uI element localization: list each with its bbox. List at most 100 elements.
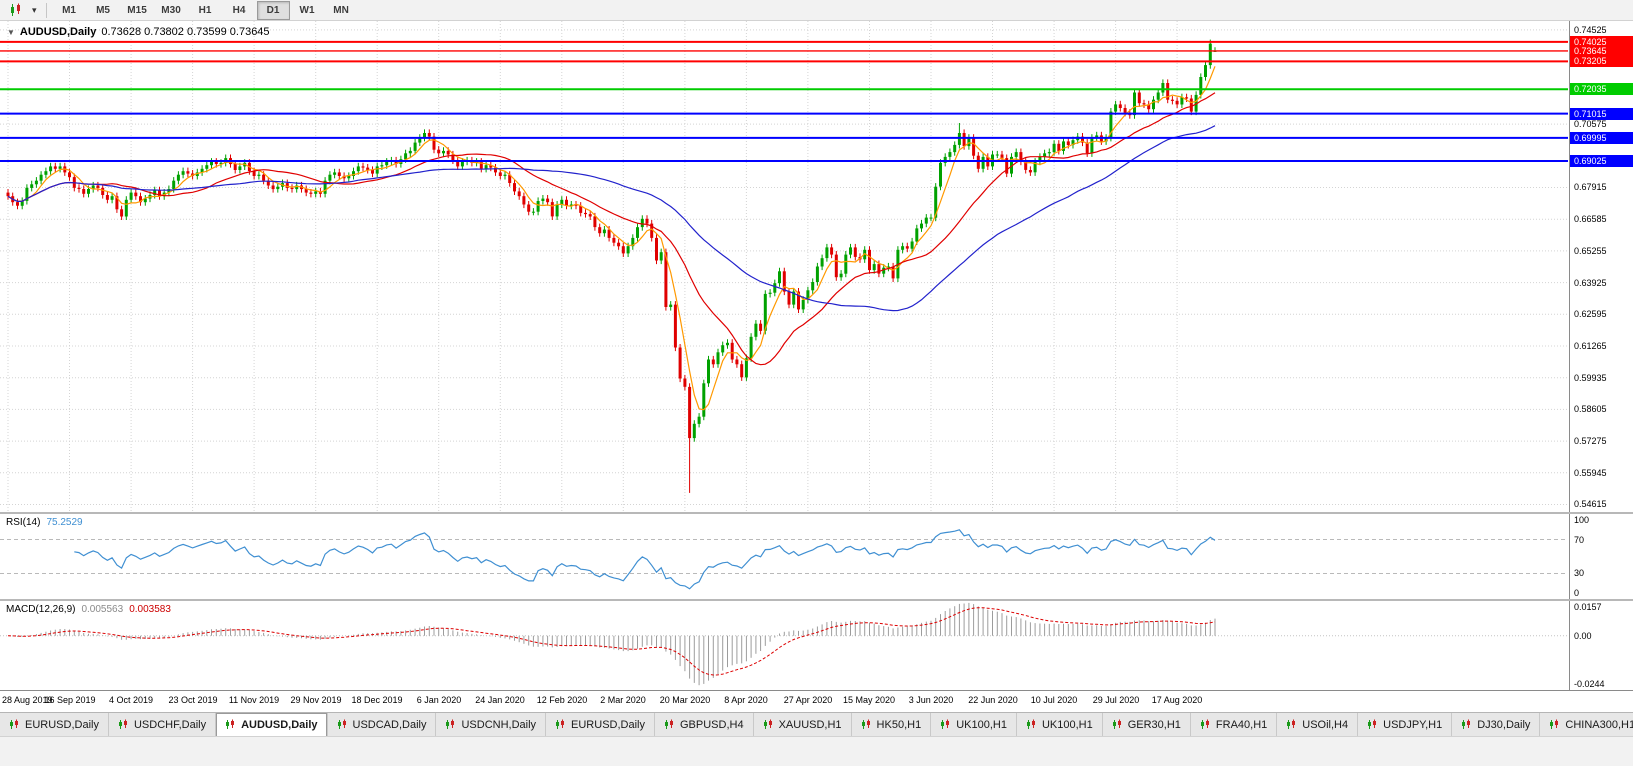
- candle: [413, 139, 417, 155]
- candle: [110, 192, 114, 204]
- macd-scale[interactable]: 0.0157 0.00 -0.0244: [1569, 601, 1633, 690]
- chart-tab-audusd-daily[interactable]: AUDUSD,Daily: [216, 713, 328, 736]
- macd-scale-label: 0.00: [1574, 631, 1592, 641]
- candle: [1170, 96, 1174, 105]
- candle: [541, 195, 545, 205]
- candle: [1095, 131, 1099, 142]
- candle: [726, 339, 729, 349]
- toolbar-separator: [45, 2, 47, 18]
- candle: [408, 147, 412, 157]
- rsi-scale-label: 0: [1574, 588, 1580, 598]
- tab-chart-icon: [446, 719, 455, 729]
- chart-tab-usdcnh-daily[interactable]: USDCNH,Daily: [436, 713, 547, 736]
- chart-tab-hk50-h1[interactable]: HK50,H1: [851, 713, 932, 736]
- candle: [560, 196, 564, 209]
- tab-chart-icon: [1550, 719, 1559, 729]
- chart-tab-usdjpy-h1[interactable]: USDJPY,H1: [1358, 713, 1453, 736]
- candle: [58, 162, 62, 173]
- timeframe-button-m5[interactable]: M5: [96, 4, 110, 16]
- candle: [210, 158, 213, 169]
- price-scale[interactable]: 0.74525 0.70575 0.67915 0.66585 0.65255 0.639…: [1569, 21, 1633, 512]
- candle: [655, 234, 658, 265]
- chart-tab-usdchf-daily[interactable]: USDCHF,Daily: [108, 713, 217, 736]
- candle: [1204, 61, 1207, 81]
- timeframe-button-m1[interactable]: M1: [62, 4, 76, 16]
- candle: [456, 156, 460, 170]
- candle: [574, 201, 578, 210]
- timeframe-button-d1[interactable]: D1: [256, 0, 290, 20]
- price-scale-label: 0.63925: [1574, 278, 1607, 288]
- timeframe-button-h4[interactable]: H4: [232, 4, 246, 16]
- candle: [782, 267, 786, 296]
- timeframe-button-w1[interactable]: W1: [299, 4, 315, 16]
- price-scale-label: 0.61265: [1574, 341, 1607, 351]
- candle: [1156, 88, 1160, 104]
- chart-tab-label: DJ30,Daily: [1477, 718, 1531, 731]
- chart-tab-dj30-daily[interactable]: DJ30,Daily: [1452, 713, 1541, 736]
- panel-divider-rsi[interactable]: [0, 512, 1633, 514]
- candle: [929, 214, 933, 222]
- candle: [290, 184, 294, 193]
- candle: [200, 165, 204, 176]
- candle: [460, 158, 464, 170]
- macd-signal-line: [7, 607, 1216, 676]
- timeframe-toolbar: ▾ M1 M5 M15 M30 H1 H4 D1 W1 MN: [0, 0, 1633, 21]
- macd-canvas[interactable]: [0, 601, 1568, 690]
- tab-chart-icon: [226, 719, 235, 729]
- panel-divider-macd[interactable]: [0, 599, 1633, 601]
- candle: [167, 185, 171, 197]
- chart-collapse-icon[interactable]: ▼: [7, 27, 15, 37]
- chart-tab-eurusd-daily[interactable]: EURUSD,Daily: [0, 713, 109, 736]
- candle: [115, 192, 119, 213]
- time-axis[interactable]: 28 Aug 2019 16 Sep 2019 4 Oct 2019 23 Oct 2…: [0, 690, 1633, 712]
- candle: [394, 156, 398, 168]
- candle: [304, 185, 308, 197]
- candle: [1199, 73, 1203, 99]
- rsi-canvas[interactable]: [0, 514, 1568, 599]
- chart-tab-usdcad-daily[interactable]: USDCAD,Daily: [327, 713, 437, 736]
- chart-type-dropdown-icon[interactable]: ▾: [32, 4, 37, 15]
- chart-tab-usoil-h4[interactable]: USOil,H4: [1277, 713, 1359, 736]
- chart-tab-label: UK100,H1: [956, 718, 1007, 731]
- chart-tab-label: USDJPY,H1: [1383, 718, 1443, 731]
- candle: [437, 146, 441, 157]
- timeframe-button-mn[interactable]: MN: [333, 4, 349, 16]
- candle: [186, 167, 190, 178]
- candle: [233, 160, 237, 174]
- chart-tab-xauusd-h1[interactable]: XAUUSD,H1: [753, 713, 852, 736]
- tab-chart-icon: [1200, 719, 1209, 729]
- chart-tab-eurusd-daily[interactable]: EURUSD,Daily: [546, 713, 655, 736]
- candle: [550, 198, 554, 220]
- chart-tab-gbpusd-h4[interactable]: GBPUSD,H4: [655, 713, 754, 736]
- timeframe-button-h1[interactable]: H1: [198, 4, 212, 16]
- timeframe-button-m15[interactable]: M15: [127, 4, 147, 16]
- rsi-scale[interactable]: 100 70 30 0: [1569, 514, 1633, 599]
- candle: [181, 167, 185, 179]
- timeframe-button-m30[interactable]: M30: [161, 4, 181, 16]
- price-scale-label: 0.54615: [1574, 499, 1607, 509]
- chart-tab-ger30-h1[interactable]: GER30,H1: [1102, 713, 1191, 736]
- candle: [271, 181, 275, 193]
- chart-tab-label: AUDUSD,Daily: [241, 718, 318, 731]
- chart-tab-china300-h1[interactable]: CHINA300,H1: [1540, 713, 1633, 736]
- candle: [432, 133, 436, 154]
- time-axis-label: 6 Jan 2020: [416, 695, 462, 705]
- candle: [834, 251, 838, 281]
- price-line-badge: 0.73645: [1570, 45, 1633, 57]
- chart-type-button[interactable]: [4, 1, 28, 20]
- candle: [195, 168, 199, 180]
- chart-tab-uk100-h1[interactable]: UK100,H1: [931, 713, 1017, 736]
- chart-tab-fra40-h1[interactable]: FRA40,H1: [1190, 713, 1278, 736]
- candle: [617, 239, 621, 250]
- candle: [939, 159, 942, 191]
- chart-tab-label: GER30,H1: [1127, 718, 1181, 731]
- candle: [868, 246, 871, 274]
- candle: [1057, 140, 1061, 155]
- candle: [266, 177, 270, 189]
- candle: [1043, 149, 1047, 161]
- candle: [825, 243, 829, 262]
- chart-tab-uk100-h1[interactable]: UK100,H1: [1016, 713, 1103, 736]
- chart-title-ohlc: 0.73628 0.73802 0.73599 0.73645: [101, 26, 270, 38]
- main-chart-canvas[interactable]: [0, 21, 1568, 512]
- candle: [688, 383, 692, 493]
